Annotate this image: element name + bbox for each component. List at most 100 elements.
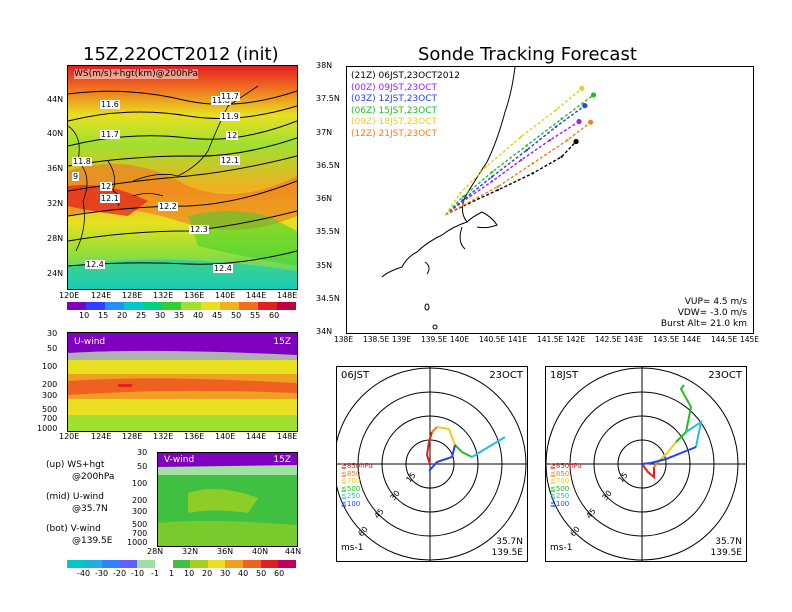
y-tick: 200 xyxy=(42,380,58,389)
x-tick: 141.5E xyxy=(537,335,564,344)
track-point xyxy=(548,138,552,142)
contour-label: 12 xyxy=(226,131,239,140)
level-entry: ≦500 xyxy=(341,484,361,493)
colorbar-swatch xyxy=(124,302,144,310)
polar-right-lat: 35.7N xyxy=(715,537,742,547)
track-point xyxy=(579,85,585,91)
y-tick: 700 xyxy=(42,414,58,423)
x-tick: 40N xyxy=(252,547,269,556)
param-burst-alt: Burst Alt= 21.0 km xyxy=(660,319,747,329)
x-tick: 28N xyxy=(147,547,164,556)
track-point xyxy=(490,170,494,174)
track-point xyxy=(531,172,534,175)
x-tick: 120E xyxy=(59,291,80,300)
x-tick: 136E xyxy=(184,291,205,300)
contour-label: 12.1 xyxy=(100,194,120,203)
track-point xyxy=(461,204,465,207)
legend-text: 06JST,23OCT2012 xyxy=(378,71,460,81)
colorbar-label: -1 xyxy=(151,569,159,578)
colorbar-label: 35 xyxy=(174,311,185,320)
track-point xyxy=(496,185,499,188)
colorbar-label: 45 xyxy=(212,311,223,320)
level-legend-left: ≧850hPa ≦850 ≦700 ≦500 ≦250 ≦100 xyxy=(341,462,373,508)
colorbar-label: 10 xyxy=(184,569,195,578)
colorbar-label: -10 xyxy=(131,569,145,578)
legend-code: (00Z) xyxy=(351,82,376,93)
colorbar-label: 20 xyxy=(202,569,213,578)
colorbar-label: -30 xyxy=(95,569,109,578)
track-point xyxy=(519,135,523,139)
x-tick: 144E xyxy=(682,335,702,344)
colorbar-label: 50 xyxy=(231,311,242,320)
colorbar-label: 1 xyxy=(169,569,175,578)
x-tick: 138E xyxy=(334,335,354,344)
x-tick: 140E xyxy=(450,335,470,344)
colorbar-label: 15 xyxy=(98,311,109,320)
y-tick: 500 xyxy=(132,520,148,529)
u-wind-plot xyxy=(68,333,297,431)
contour-label: 12.4 xyxy=(213,264,233,273)
y-tick: 35N xyxy=(316,260,333,270)
track-series-line xyxy=(445,140,577,216)
track-series-line xyxy=(445,105,586,216)
colorbar-swatch xyxy=(243,560,261,568)
polar-right-date: 23OCT xyxy=(708,370,742,381)
v-wind-time: 15Z xyxy=(273,455,291,465)
colorbar-label: -20 xyxy=(113,569,127,578)
colorbar-swatch xyxy=(143,302,163,310)
level-entry: ≦700 xyxy=(550,477,570,485)
left-title: 15Z,22OCT2012 (init) xyxy=(83,44,279,65)
y-tick: 34.5N xyxy=(316,293,340,303)
track-point xyxy=(573,138,579,145)
colorbar-label: 30 xyxy=(155,311,166,320)
x-tick: 138.5E xyxy=(363,335,390,344)
y-tick: 500 xyxy=(42,405,58,414)
note-bot-line1: (bot) V-wind xyxy=(46,524,101,534)
x-tick: 140E xyxy=(215,432,236,441)
colorbar-swatch xyxy=(67,302,87,310)
legend-code: (09Z) xyxy=(351,117,376,127)
x-tick: 124E xyxy=(91,432,112,441)
colorbar-label: 60 xyxy=(274,569,285,578)
polar-right-time: 18JST xyxy=(550,370,579,381)
level-legend-right: ≧850hPa ≦850 ≦700 ≦500 ≦250 ≦100 xyxy=(550,462,582,508)
note-mid-line2: @35.7N xyxy=(72,504,108,514)
colorbar-swatch xyxy=(181,302,201,310)
polar-panel-right: 18JST 23OCT 15 30 45 60 ≧850hPa ≦850 ≦70… xyxy=(545,366,747,562)
legend-entry: (06Z) 15JST,23OCT xyxy=(351,106,460,118)
legend-text: 18JST,23OCT xyxy=(378,117,438,127)
x-tick: 140.5E xyxy=(479,335,506,344)
x-tick: 139E xyxy=(392,335,412,344)
colorbar-swatch xyxy=(102,560,120,568)
colorbar-label: 10 xyxy=(79,311,90,320)
x-tick: 120E xyxy=(59,432,80,441)
x-tick: 140E xyxy=(215,291,236,300)
legend-entry: (09Z) 18JST,23OCT xyxy=(351,117,460,129)
colorbar-label: 25 xyxy=(136,311,147,320)
ws-colorbar-labels: 10 15 20 25 30 35 40 45 50 55 60 xyxy=(67,311,296,321)
x-tick: 128E xyxy=(122,432,143,441)
level-entry: ≦700 xyxy=(341,477,361,485)
x-tick: 143.5E xyxy=(653,335,680,344)
x-tick: 142E xyxy=(566,335,586,344)
note-bot-line2: @139.5E xyxy=(72,536,113,546)
u-wind-time: 15Z xyxy=(273,337,291,347)
track-point xyxy=(566,138,569,142)
polar-left-lon: 139.5E xyxy=(491,548,523,558)
y-tick: 36.5N xyxy=(316,160,340,170)
y-tick: 1000 xyxy=(37,424,58,433)
colorbar-label: 30 xyxy=(220,569,231,578)
u-wind-panel: U-wind 15Z xyxy=(67,332,298,432)
param-vup: VUP= 4.5 m/s xyxy=(684,297,747,307)
x-tick: 144E xyxy=(246,432,267,441)
track-legend: (21Z) 06JST,23OCT2012 (00Z) 09JST,23OCT … xyxy=(351,71,460,140)
y-tick: 200 xyxy=(132,496,148,505)
colorbar-swatch xyxy=(137,560,156,568)
y-tick: 28N xyxy=(47,234,64,243)
colorbar-swatch xyxy=(84,560,103,568)
colorbar-label: 40 xyxy=(238,569,249,578)
y-tick: 36N xyxy=(316,194,333,203)
track-plot xyxy=(381,67,597,330)
track-point xyxy=(588,119,594,125)
sonde-params: VUP= 4.5 m/s VDW= -3.0 m/s Burst Alt= 21… xyxy=(661,297,747,330)
